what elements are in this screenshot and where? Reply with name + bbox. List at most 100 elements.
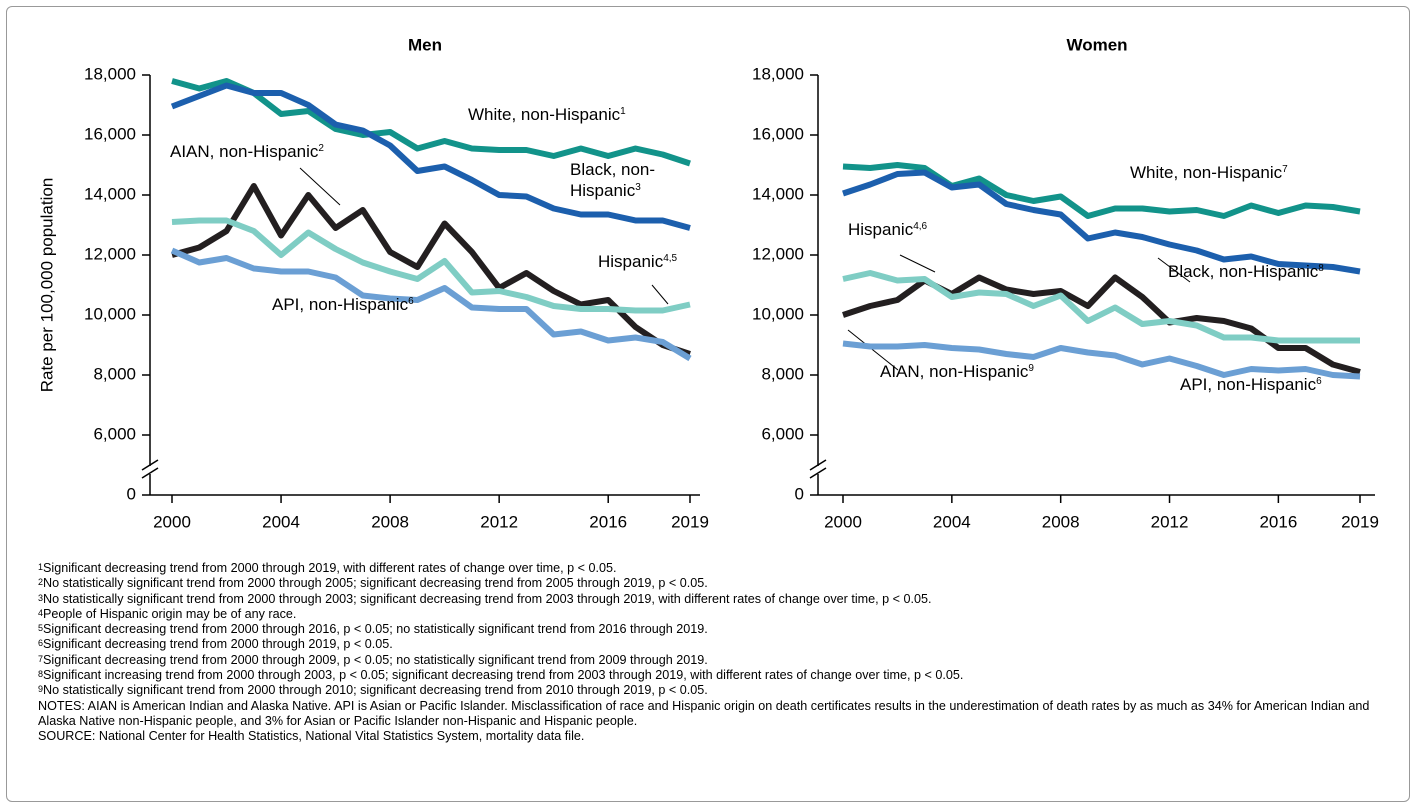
leader-lines	[299, 167, 1191, 371]
series-line	[171, 217, 691, 314]
leader-line	[847, 329, 899, 371]
footnote: 8Significant increasing trend from 2000 …	[38, 668, 1388, 683]
axis-break-gap	[810, 466, 826, 474]
leader-line	[899, 254, 936, 273]
footnote: 7Significant decreasing trend from 2000 …	[38, 653, 1388, 668]
footnote-number: 4	[38, 607, 44, 618]
series-label: Hispanic4,6	[848, 219, 927, 240]
footnote-number: 2	[38, 577, 44, 588]
axis-break	[141, 467, 159, 479]
y-tick-label: 18,000	[84, 64, 136, 83]
footnote: 6Significant decreasing trend from 2000 …	[38, 637, 1388, 652]
series-line	[170, 247, 692, 362]
y-tick-label: 12,000	[84, 244, 136, 263]
footnote-text: Significant decreasing trend from 2000 t…	[43, 637, 393, 652]
axis-break	[809, 459, 827, 471]
x-tick-label: 2012	[480, 512, 518, 531]
y-tick-label: 8,000	[93, 364, 136, 383]
series-note: 4,6	[913, 221, 928, 232]
footnote-number: 8	[38, 669, 44, 680]
series-name: White, non-Hispanic	[468, 105, 621, 124]
y-tick-label: 16,000	[84, 124, 136, 143]
y-tick-label: 10,000	[84, 304, 136, 323]
y-tick-label: 16,000	[752, 124, 804, 143]
footnote-number: 1	[38, 562, 44, 572]
x-tick-label: 2019	[1341, 512, 1379, 531]
footnote-text: Significant decreasing trend from 2000 t…	[43, 622, 708, 637]
footnote: 1Significant decreasing trend from 2000 …	[38, 561, 1388, 576]
series-name: API, non-Hispanic	[1180, 375, 1317, 394]
series-name: Black, non-Hispanic	[570, 160, 656, 200]
series-note: 6	[408, 296, 414, 307]
series-name: AIAN, non-Hispanic	[880, 362, 1029, 381]
series-note: 6	[1316, 376, 1322, 387]
series-label: White, non-Hispanic1	[468, 104, 626, 125]
series-label: Black, non-Hispanic8	[1168, 261, 1324, 282]
series-line	[842, 270, 1360, 344]
x-tick-label: 2012	[1151, 512, 1189, 531]
notes: NOTES: AIAN is American Indian and Alask…	[38, 698, 1370, 728]
series-line	[171, 78, 691, 167]
series-line	[842, 274, 1361, 375]
y-tick-label: 6,000	[761, 424, 804, 443]
series-note: 1	[620, 106, 626, 117]
x-tick-label: 2008	[371, 512, 409, 531]
footnote: 5Significant decreasing trend from 2000 …	[38, 622, 1388, 637]
footnote: 3No statistically significant trend from…	[38, 592, 1388, 607]
x-tick-label: 2000	[824, 512, 862, 531]
series-name: Hispanic	[848, 220, 914, 239]
y-tick-label: 12,000	[752, 244, 804, 263]
footnote-number: 6	[38, 638, 44, 649]
x-tick-label: 2004	[262, 512, 300, 531]
footnote-text: Significant decreasing trend from 2000 t…	[43, 652, 708, 667]
series-line	[170, 82, 691, 231]
footnote-text: No statistically significant trend from …	[43, 683, 708, 698]
series-label: Hispanic4,5	[598, 251, 677, 272]
y-tick-label: 18,000	[752, 64, 804, 83]
series-name: White, non-Hispanic	[1130, 163, 1283, 182]
y-tick-label: 8,000	[761, 364, 804, 383]
series-name: AIAN, non-Hispanic	[170, 142, 319, 161]
footnote-number: 3	[38, 592, 44, 603]
series-note: 8	[1318, 263, 1324, 274]
leader-line	[299, 167, 341, 206]
y-tick-label: 0	[127, 484, 136, 503]
x-tick-label: 2016	[589, 512, 627, 531]
footnote-text: People of Hispanic origin may be of any …	[43, 606, 297, 621]
axis-break	[809, 467, 827, 479]
footnote: 9No statistically significant trend from…	[38, 683, 1388, 698]
series-line	[171, 183, 691, 357]
footnote-text: No statistically significant trend from …	[43, 591, 932, 606]
series-note: 2	[318, 143, 324, 154]
footnote: 2No statistically significant trend from…	[38, 576, 1388, 591]
footnote-number: 9	[38, 684, 44, 695]
series-line	[842, 162, 1361, 219]
series-name: API, non-Hispanic	[272, 295, 409, 314]
footnote-text: No statistically significant trend from …	[43, 576, 708, 591]
series-note: 3	[635, 182, 641, 193]
footnote: 4People of Hispanic origin may be of any…	[38, 607, 1388, 622]
y-tick-label: 0	[795, 484, 804, 503]
source: SOURCE: National Center for Health Stati…	[38, 729, 585, 744]
footnote-text: Significant decreasing trend from 2000 t…	[43, 561, 617, 575]
panel-title: Men	[408, 35, 442, 54]
series-label: API, non-Hispanic6	[272, 294, 414, 315]
y-tick-label: 10,000	[752, 304, 804, 323]
x-tick-label: 2008	[1042, 512, 1080, 531]
series-label: AIAN, non-Hispanic9	[880, 361, 1034, 382]
series-note: 9	[1028, 363, 1034, 374]
y-tick-label: 14,000	[84, 184, 136, 203]
x-tick-label: 2016	[1259, 512, 1297, 531]
footnote-number: 5	[38, 623, 44, 634]
footnotes: 1Significant decreasing trend from 2000 …	[38, 561, 1388, 745]
series-label: Black, non-Hispanic3	[570, 159, 710, 201]
leader-line	[651, 284, 669, 305]
series-name: Black, non-Hispanic	[1168, 262, 1319, 281]
series-name: Hispanic	[598, 252, 664, 271]
y-axis-label: Rate per 100,000 population	[37, 178, 56, 393]
footnote-text: Significant increasing trend from 2000 t…	[43, 668, 964, 683]
series-note: 7	[1282, 164, 1288, 175]
x-tick-label: 2019	[671, 512, 709, 531]
series-label: AIAN, non-Hispanic2	[170, 141, 324, 162]
